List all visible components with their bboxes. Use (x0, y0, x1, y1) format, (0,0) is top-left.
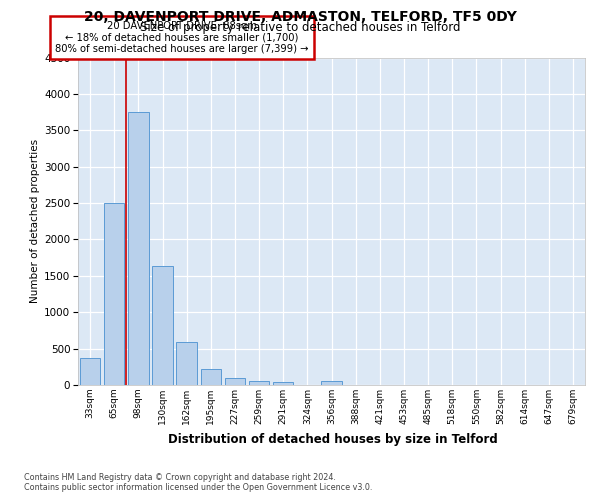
Text: 20 DAVENPORT DRIVE: 88sqm
← 18% of detached houses are smaller (1,700)
80% of se: 20 DAVENPORT DRIVE: 88sqm ← 18% of detac… (55, 21, 308, 54)
Bar (128, 112, 149, 385)
Bar (200, 369, 221, 385)
Text: Contains public sector information licensed under the Open Government Licence v3: Contains public sector information licen… (24, 484, 373, 492)
Bar (321, 380, 342, 385)
Bar (104, 203, 124, 385)
Text: 20, DAVENPORT DRIVE, ADMASTON, TELFORD, TF5 0DY: 20, DAVENPORT DRIVE, ADMASTON, TELFORD, … (83, 10, 517, 24)
Bar (249, 380, 269, 385)
Text: Contains HM Land Registry data © Crown copyright and database right 2024.: Contains HM Land Registry data © Crown c… (24, 472, 336, 482)
Text: Size of property relative to detached houses in Telford: Size of property relative to detached ho… (140, 21, 460, 34)
Bar (80, 358, 100, 385)
Bar (224, 378, 245, 385)
Y-axis label: Number of detached properties: Number of detached properties (30, 139, 40, 304)
Bar (152, 266, 173, 385)
Bar (273, 382, 293, 385)
Text: Distribution of detached houses by size in Telford: Distribution of detached houses by size … (168, 432, 498, 446)
Bar (176, 342, 197, 385)
